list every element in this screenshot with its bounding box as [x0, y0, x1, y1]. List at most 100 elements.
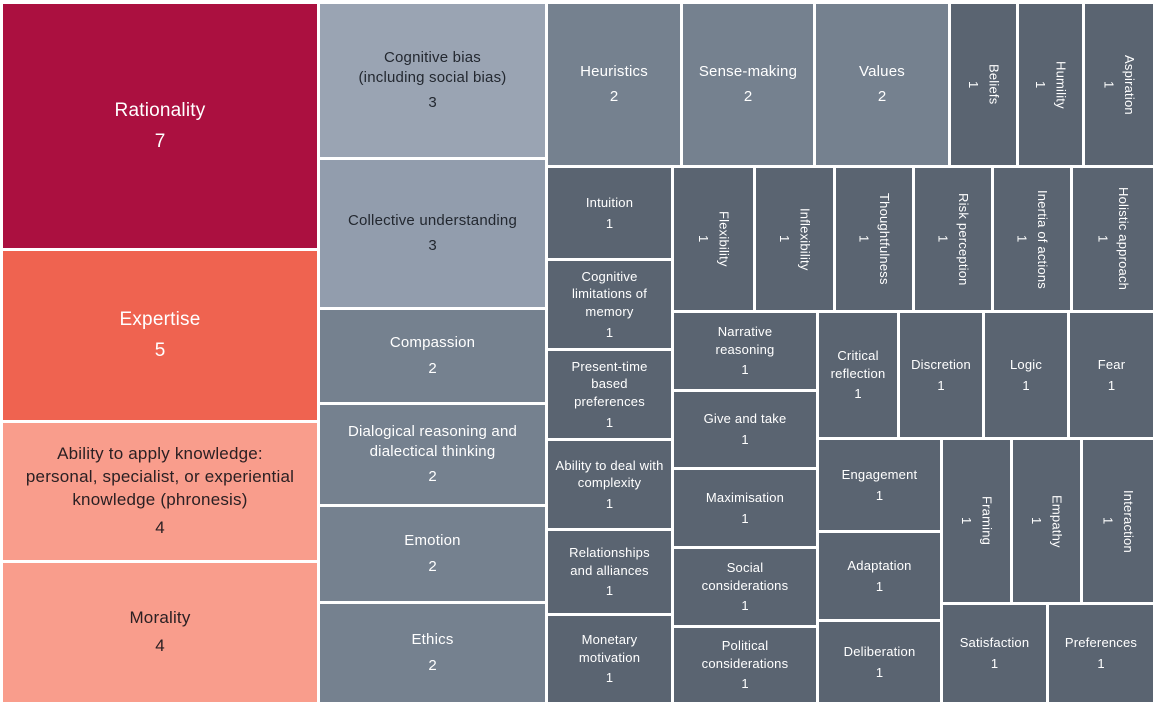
treemap-cell-give-and-take[interactable]: Give and take 1 — [674, 392, 816, 467]
cell-text: Heuristics 2 — [580, 62, 648, 108]
treemap-cell-intuition[interactable]: Intuition 1 — [548, 168, 671, 258]
treemap-cell-morality[interactable]: Morality 4 — [3, 563, 317, 702]
cell-value: 1 — [1033, 80, 1048, 89]
cell-text: Satisfaction 1 — [960, 634, 1030, 672]
cell-text: Rationality 7 — [115, 98, 206, 154]
cell-text: Cognitive limitations of memory 1 — [564, 268, 656, 341]
treemap-cell-holistic-approach[interactable]: Holistic approach 1 — [1073, 168, 1153, 310]
treemap-cell-beliefs[interactable]: Beliefs 1 — [951, 4, 1016, 165]
cell-label: Dialogical reasoning and dialectical thi… — [347, 422, 518, 460]
cell-label: Risk perception — [956, 192, 972, 286]
treemap-cell-collective-understanding[interactable]: Collective understanding 3 — [320, 160, 545, 307]
cell-text: Relationships and alliances 1 — [566, 544, 654, 600]
cell-text: Monetary motivation 1 — [570, 631, 650, 687]
cell-value: 1 — [875, 578, 884, 594]
treemap-cell-narrative-reasoning[interactable]: Narrative reasoning 1 — [674, 313, 816, 389]
cell-label: Cognitive limitations of memory — [571, 268, 648, 319]
treemap-cell-monetary-motivation[interactable]: Monetary motivation 1 — [548, 616, 671, 702]
treemap-cell-ability-to-apply-knowledge[interactable]: Ability to apply knowledge: personal, sp… — [3, 423, 317, 560]
cell-label: Adaptation — [847, 557, 912, 573]
cell-label: Political considerations — [701, 638, 789, 671]
cell-label: Holistic approach — [1116, 187, 1132, 291]
treemap-cell-critical-reflection[interactable]: Critical reflection 1 — [819, 313, 897, 437]
treemap-cell-expertise[interactable]: Expertise 5 — [3, 251, 317, 420]
cell-label: Values — [859, 62, 905, 80]
cell-label: Deliberation — [843, 643, 916, 659]
cell-text: Sense-making 2 — [699, 62, 797, 108]
treemap-cell-satisfaction[interactable]: Satisfaction 1 — [943, 605, 1046, 702]
treemap-cell-ability-to-deal-with-complexity[interactable]: Ability to deal with complexity 1 — [548, 441, 671, 528]
treemap-cell-heuristics[interactable]: Heuristics 2 — [548, 4, 680, 165]
treemap-cell-empathy[interactable]: Empathy 1 — [1013, 440, 1080, 602]
cell-label: Flexibility — [716, 211, 732, 267]
cell-label: Aspiration — [1122, 54, 1138, 115]
cell-value: 1 — [875, 487, 884, 503]
treemap-cell-fear[interactable]: Fear 1 — [1070, 313, 1153, 437]
treemap-cell-deliberation[interactable]: Deliberation 1 — [819, 622, 940, 702]
cell-value: 1 — [935, 235, 951, 243]
cell-value: 1 — [959, 517, 974, 525]
treemap-cell-logic[interactable]: Logic 1 — [985, 313, 1067, 437]
treemap-cell-maximisation[interactable]: Maximisation 1 — [674, 470, 816, 546]
treemap-cell-relationships-and-alliances[interactable]: Relationships and alliances 1 — [548, 531, 671, 613]
treemap-cell-risk-perception[interactable]: Risk perception 1 — [915, 168, 991, 310]
cell-text: Maximisation 1 — [706, 489, 784, 527]
treemap-cell-political-considerations[interactable]: Political considerations 1 — [674, 628, 816, 702]
treemap-cell-sense-making[interactable]: Sense-making 2 — [683, 4, 813, 165]
cell-text: Preferences 1 — [1065, 634, 1137, 672]
cell-text: Compassion 2 — [390, 333, 475, 379]
treemap-cell-thoughtfulness[interactable]: Thoughtfulness 1 — [836, 168, 912, 310]
cell-label: Framing — [979, 496, 995, 546]
treemap-cell-emotion[interactable]: Emotion 2 — [320, 507, 545, 601]
cell-label: Empathy — [1049, 494, 1065, 548]
treemap-cell-interaction[interactable]: Interaction 1 — [1083, 440, 1153, 602]
cell-label: Cognitive bias (including social bias) — [358, 48, 507, 86]
cell-value: 1 — [605, 583, 614, 599]
cell-label: Humility — [1053, 60, 1069, 109]
cell-label: Inflexibility — [797, 207, 813, 271]
treemap-cell-inertia-of-actions[interactable]: Inertia of actions 1 — [994, 168, 1070, 310]
cell-text: Empathy 1 — [1027, 495, 1065, 548]
cell-text: Narrative reasoning 1 — [709, 323, 781, 379]
cell-text: Humility 1 — [1031, 61, 1069, 109]
cell-label: Critical reflection — [830, 348, 886, 381]
treemap-cell-rationality[interactable]: Rationality 7 — [3, 4, 317, 248]
cell-value: 1 — [990, 656, 999, 671]
cell-value: 1 — [605, 215, 614, 231]
treemap-cell-dialogical-reasoning[interactable]: Dialogical reasoning and dialectical thi… — [320, 405, 545, 504]
treemap-cell-inflexibility[interactable]: Inflexibility 1 — [756, 168, 833, 310]
treemap-cell-cognitive-limitations-of-memory[interactable]: Cognitive limitations of memory 1 — [548, 261, 671, 348]
treemap-cell-ethics[interactable]: Ethics 2 — [320, 604, 545, 702]
treemap-cell-adaptation[interactable]: Adaptation 1 — [819, 533, 940, 619]
cell-text: Critical reflection 1 — [824, 347, 892, 403]
cell-label: Inertia of actions — [1035, 189, 1051, 289]
cell-value: 1 — [1029, 517, 1044, 525]
treemap-cell-discretion[interactable]: Discretion 1 — [900, 313, 982, 437]
cell-label: Rationality — [114, 99, 206, 121]
treemap-cell-framing[interactable]: Framing 1 — [943, 440, 1010, 602]
treemap-cell-humility[interactable]: Humility 1 — [1019, 4, 1082, 165]
cell-value: 2 — [877, 88, 887, 105]
treemap-cell-present-time-based-preferences[interactable]: Present-time based preferences 1 — [548, 351, 671, 438]
cell-label: Emotion — [404, 532, 461, 550]
treemap-cell-aspiration[interactable]: Aspiration 1 — [1085, 4, 1153, 165]
treemap-cell-flexibility[interactable]: Flexibility 1 — [674, 168, 753, 310]
treemap-cell-cognitive-bias[interactable]: Cognitive bias (including social bias) 3 — [320, 4, 545, 157]
treemap-cell-compassion[interactable]: Compassion 2 — [320, 310, 545, 402]
treemap-cell-values[interactable]: Values 2 — [816, 4, 948, 165]
cell-text: Framing 1 — [957, 496, 995, 545]
cell-value: 1 — [777, 235, 792, 243]
cell-label: Ethics — [411, 631, 454, 649]
cell-label: Monetary motivation — [578, 632, 641, 665]
treemap-cell-preferences[interactable]: Preferences 1 — [1049, 605, 1153, 702]
cell-value: 1 — [696, 235, 711, 243]
cell-value: 1 — [854, 386, 862, 402]
cell-text: Discretion 1 — [911, 356, 971, 394]
treemap-cell-social-considerations[interactable]: Social considerations 1 — [674, 549, 816, 625]
cell-value: 2 — [428, 656, 437, 674]
cell-value: 1 — [741, 432, 749, 447]
cell-text: Give and take 1 — [704, 410, 787, 448]
cell-value: 1 — [1014, 235, 1030, 243]
treemap-cell-engagement[interactable]: Engagement 1 — [819, 440, 940, 530]
cell-value: 1 — [1095, 235, 1111, 243]
